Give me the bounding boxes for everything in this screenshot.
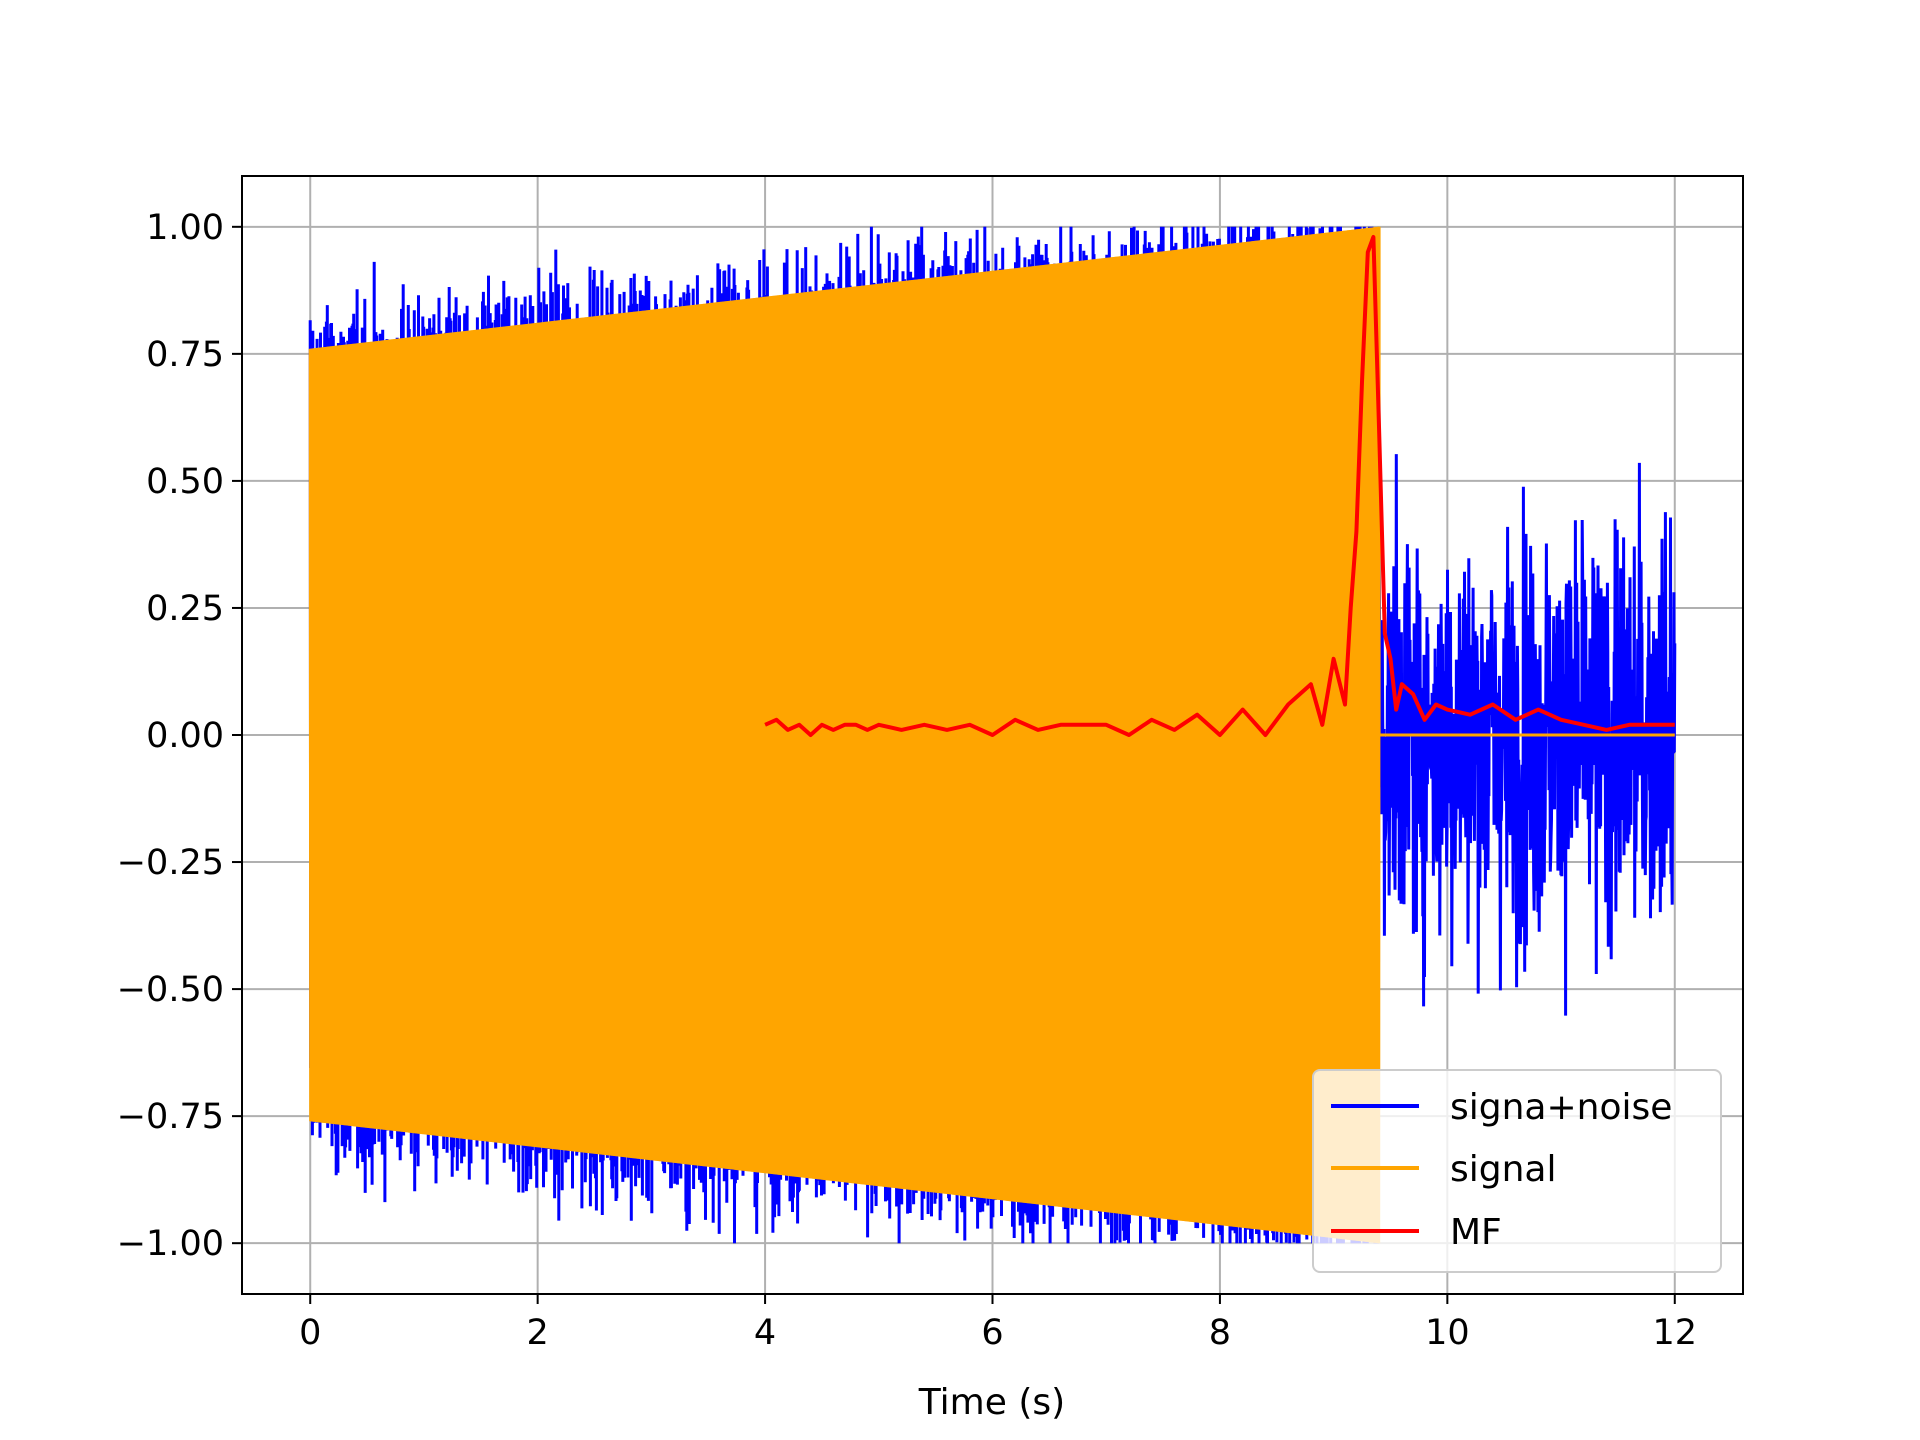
y-tick-label-6: −0.50	[117, 970, 224, 1010]
x-tick-label-0: 0	[299, 1313, 321, 1353]
x-tick-label-3: 6	[981, 1313, 1003, 1353]
y-axis-ticks: 1.00 0.75 0.50 0.25 0.00 −0.25 −0.50 −0.75 −1.00	[117, 208, 242, 1264]
series-mf	[764, 235, 1675, 737]
y-tick-label-2: 0.50	[146, 462, 224, 502]
y-tick-label-7: −0.75	[117, 1097, 224, 1137]
series-line-mf	[764, 235, 1675, 737]
legend: signa+noise signal MF	[1312, 1069, 1722, 1273]
legend-label-signal: signal	[1450, 1149, 1557, 1190]
y-tick-label-3: 0.25	[146, 589, 224, 629]
y-tick-label-4: 0.00	[146, 716, 224, 756]
y-tick-label-1: 0.75	[146, 335, 224, 375]
series-signal	[308, 226, 1675, 1244]
y-tick-label-5: −0.25	[117, 843, 224, 883]
x-tick-label-1: 2	[527, 1313, 549, 1353]
x-axis-ticks: 0 2 4 6 8 10 12	[299, 1294, 1697, 1353]
y-tick-label-8: −1.00	[117, 1224, 224, 1264]
legend-label-mf: MF	[1450, 1212, 1502, 1253]
legend-box	[1312, 1069, 1722, 1273]
series-line-signal	[308, 226, 1675, 1244]
x-axis-label: Time (s)	[918, 1382, 1065, 1423]
x-tick-label-2: 4	[754, 1313, 776, 1353]
x-tick-label-4: 8	[1209, 1313, 1231, 1353]
x-tick-label-5: 10	[1425, 1313, 1470, 1353]
legend-label-signa-noise: signa+noise	[1450, 1087, 1672, 1128]
x-tick-label-6: 12	[1652, 1313, 1697, 1353]
y-tick-label-0: 1.00	[146, 208, 224, 248]
